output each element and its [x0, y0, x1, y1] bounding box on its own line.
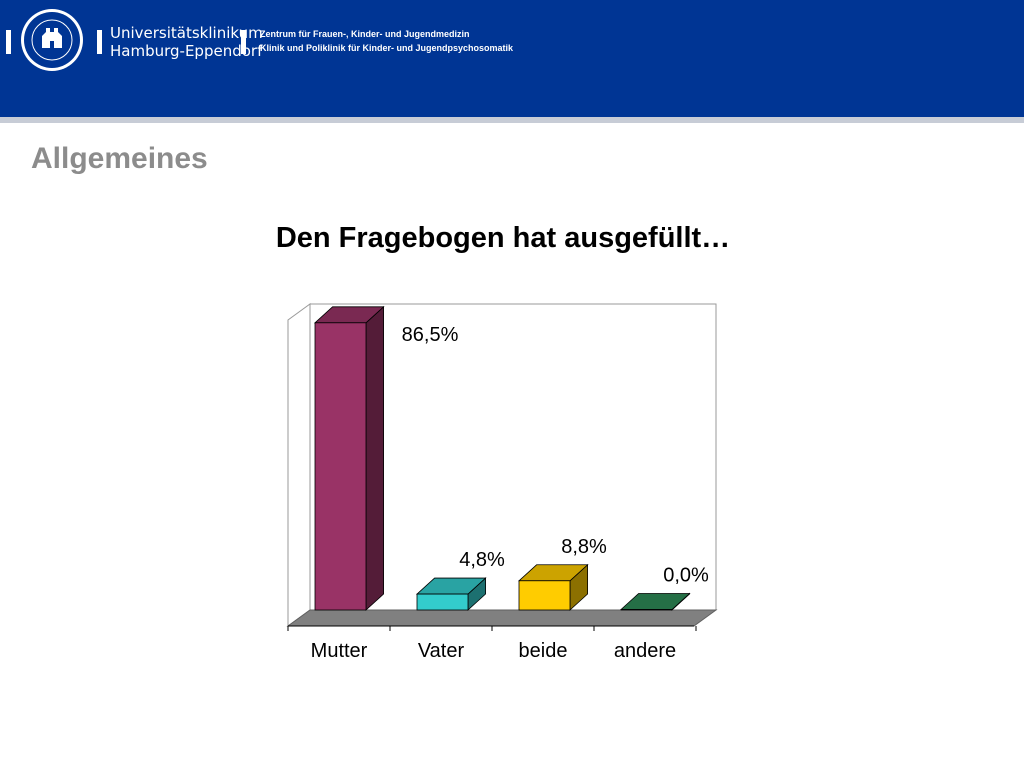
- x-tick-label-mutter: Mutter: [311, 640, 368, 662]
- chart-side-wall: [287, 303, 311, 627]
- chart-floor: [286, 609, 718, 627]
- chart-title: Den Fragebogen hat ausgefüllt…: [275, 222, 731, 254]
- bar-side-mutter: [365, 305, 385, 611]
- x-tick-label-vater: Vater: [418, 640, 465, 662]
- institution-name-line2: Hamburg-Eppendorf: [110, 42, 263, 60]
- header-divider: [0, 117, 1024, 123]
- institution-name: Universitätsklinikum Hamburg-Eppendorf: [110, 24, 263, 60]
- department-line2: Klinik und Poliklinik für Kinder- und Ju…: [260, 43, 514, 53]
- header-banner: Universitätsklinikum Hamburg-Eppendorf Z…: [0, 0, 1024, 117]
- department-name: Zentrum für Frauen-, Kinder- und Jugendm…: [260, 27, 513, 55]
- university-seal-icon: [21, 9, 83, 71]
- logo-bar-mid: [97, 30, 102, 54]
- department-line1: Zentrum für Frauen-, Kinder- und Jugendm…: [260, 29, 470, 39]
- logo-bar-left: [6, 30, 11, 54]
- bar-mutter: [314, 322, 367, 611]
- bar-vater: [416, 593, 469, 611]
- data-label-vater: 4,8%: [459, 549, 505, 571]
- institution-name-line1: Universitätsklinikum: [110, 24, 263, 42]
- logo-bar-right: [241, 30, 246, 54]
- data-label-beide: 8,8%: [561, 536, 607, 558]
- x-tick-label-andere: andere: [614, 640, 676, 662]
- data-label-andere: 0,0%: [663, 565, 709, 587]
- x-tick-label-beide: beide: [519, 640, 568, 662]
- bar-andere: [620, 609, 673, 611]
- data-label-mutter: 86,5%: [402, 324, 459, 346]
- bar-beide: [518, 580, 571, 611]
- section-title: Allgemeines: [31, 142, 208, 175]
